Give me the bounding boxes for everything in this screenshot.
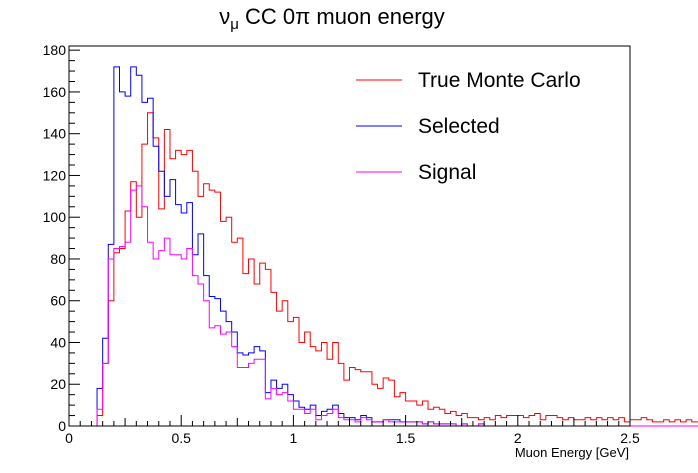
x-tick-label: 2 <box>514 430 522 446</box>
y-tick-label: 60 <box>50 293 66 309</box>
series-line-2 <box>69 185 698 427</box>
legend-label: True Monte Carlo <box>418 69 581 92</box>
legend-label: Selected <box>418 115 500 138</box>
y-tick-label: 120 <box>43 167 67 183</box>
y-tick-label: 80 <box>50 251 66 267</box>
chart-title: νμ CC 0π muon energy <box>219 4 445 33</box>
y-axis: 0 20 40 60 80 100 120 140 160 180 <box>43 42 80 434</box>
legend: True Monte Carlo Selected Signal <box>356 69 581 184</box>
y-tick-label: 100 <box>43 209 67 225</box>
series-line-0 <box>69 112 698 427</box>
series-layer <box>69 66 698 427</box>
x-axis-label: Muon Energy [GeV] <box>515 445 629 460</box>
y-tick-label: 40 <box>50 334 66 350</box>
legend-label: Signal <box>418 161 476 184</box>
x-tick-label: 0.5 <box>171 430 191 446</box>
x-tick-label: 2.5 <box>620 430 640 446</box>
y-tick-label: 180 <box>43 42 67 58</box>
x-axis: 0 0.5 1 1.5 2 2.5 <box>65 415 640 446</box>
y-tick-label: 140 <box>43 126 67 142</box>
x-tick-label: 1 <box>290 430 298 446</box>
x-tick-label: 0 <box>65 430 73 446</box>
y-tick-label: 20 <box>50 376 66 392</box>
y-tick-label: 160 <box>43 84 67 100</box>
y-tick-label: 0 <box>58 418 66 434</box>
x-tick-label: 1.5 <box>396 430 416 446</box>
